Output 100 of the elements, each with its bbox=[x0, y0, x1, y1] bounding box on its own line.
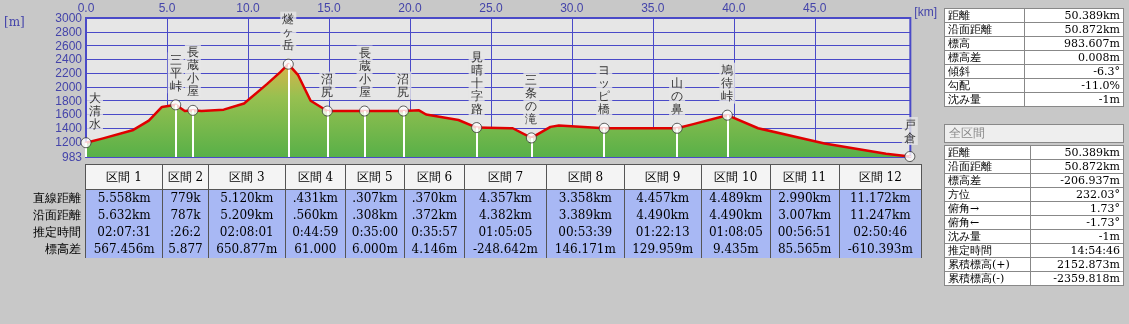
text: 全区間 bbox=[944, 124, 1124, 143]
text: 129.959m bbox=[632, 242, 694, 256]
x-tick-label: 15.0 bbox=[317, 1, 341, 15]
category-label: 累積標高(+) bbox=[948, 258, 1010, 271]
y-tick-label: 983 bbox=[61, 150, 83, 164]
category-label: 沈み量 bbox=[948, 93, 981, 106]
text: 00:56:51 bbox=[777, 225, 832, 239]
category-label: 区間 5 bbox=[345, 164, 405, 190]
category-label: 方位 bbox=[948, 188, 970, 201]
text: 2.990km bbox=[778, 191, 832, 206]
text: .370km bbox=[411, 191, 458, 206]
text: 3.007km bbox=[778, 208, 832, 222]
text: .308km bbox=[352, 208, 398, 222]
text: 4.490km bbox=[709, 208, 763, 222]
text: 4.490km bbox=[636, 208, 690, 222]
text: -248.642m bbox=[472, 242, 538, 256]
y-tick-label: 2200 bbox=[55, 66, 83, 81]
category-label: 俯角→ bbox=[948, 202, 980, 215]
x-tick-label: 40.0 bbox=[722, 1, 746, 15]
text: 3.389km bbox=[558, 208, 612, 222]
category-label: 推定時間 bbox=[948, 244, 992, 257]
annotation: 三条の滝 bbox=[525, 72, 538, 126]
text: 567.456m bbox=[93, 242, 155, 256]
text: -2359.818m bbox=[1053, 272, 1120, 285]
x-tick-label: 30.0 bbox=[560, 1, 584, 15]
text: 5.209km bbox=[220, 208, 274, 222]
text: 983.607m bbox=[1064, 37, 1120, 50]
text: -11.0% bbox=[1081, 79, 1120, 92]
text: 0:35:00 bbox=[351, 225, 399, 239]
text: 0:35:57 bbox=[411, 225, 458, 239]
text: -610.393m bbox=[847, 242, 913, 256]
text: 787k bbox=[170, 208, 201, 222]
text: :26:2 bbox=[170, 225, 202, 239]
category-label: 区間 11 bbox=[770, 164, 840, 190]
category-label: 区間 10 bbox=[701, 164, 771, 190]
x-tick-label: 35.0 bbox=[641, 1, 665, 15]
text: 5.558km bbox=[97, 191, 151, 206]
text: .560km bbox=[292, 208, 338, 222]
text: 02:07:31 bbox=[97, 225, 152, 239]
category-label: 推定時間 bbox=[33, 224, 81, 239]
text: .431km bbox=[292, 191, 338, 206]
category-label: 標高差 bbox=[45, 241, 81, 256]
text: 4.357km bbox=[478, 191, 532, 206]
y-tick-label: 1600 bbox=[55, 107, 83, 122]
category-label: 区間 6 bbox=[404, 164, 465, 190]
x-tick-label: 10.0 bbox=[236, 1, 260, 15]
text: .307km bbox=[352, 191, 398, 206]
annotation: 沼尻 bbox=[397, 72, 410, 100]
x-tick-label: 45.0 bbox=[803, 1, 827, 15]
text: 4.382km bbox=[478, 208, 532, 222]
text: 61.000 bbox=[294, 242, 337, 256]
text: 5.877 bbox=[168, 242, 203, 256]
text: 0:44:59 bbox=[292, 225, 339, 239]
x-tick-label: 20.0 bbox=[398, 1, 422, 15]
text: 1.73° bbox=[1090, 202, 1120, 215]
text: 9.435m bbox=[712, 242, 759, 256]
text: 11.247km bbox=[849, 208, 911, 222]
text: 00:53:39 bbox=[558, 225, 613, 239]
text: 232.03° bbox=[1076, 188, 1120, 201]
annotation: 長蔵小屋 bbox=[358, 46, 371, 100]
annotation: 三平峠 bbox=[169, 52, 182, 93]
category-label: 標高差 bbox=[948, 174, 981, 187]
text: 4.457km bbox=[636, 191, 690, 206]
category-label: 区間 12 bbox=[839, 164, 922, 190]
category-label: 沿面距離 bbox=[33, 207, 81, 222]
y-tick-label: 2800 bbox=[55, 24, 83, 39]
category-label: 沿面距離 bbox=[948, 160, 992, 173]
category-label: 累積標高(-) bbox=[948, 272, 1005, 285]
annotation: ヨッピ橋 bbox=[598, 63, 611, 117]
y-tick-label: 1800 bbox=[55, 93, 83, 108]
annotation: 戸倉 bbox=[903, 117, 916, 145]
x-tick-label: 5.0 bbox=[158, 1, 176, 15]
text: 02:08:01 bbox=[219, 225, 274, 239]
text: 779k bbox=[170, 191, 201, 206]
text: 2152.873m bbox=[1057, 258, 1120, 271]
category-label: 区間 9 bbox=[624, 164, 702, 190]
text: 3.358km bbox=[558, 191, 612, 206]
text: 14:54:46 bbox=[1070, 244, 1120, 257]
category-label: 傾斜 bbox=[948, 65, 970, 78]
text: 650.877m bbox=[216, 242, 278, 256]
category-label: 直線距離 bbox=[33, 190, 81, 205]
annotation: 沼尻 bbox=[321, 72, 334, 100]
y-tick-label: 1400 bbox=[55, 121, 83, 136]
text: 50.872km bbox=[1064, 160, 1120, 173]
text: 5.632km bbox=[97, 208, 151, 222]
text: 146.171m bbox=[554, 242, 616, 256]
annotation: 鳩待峠 bbox=[721, 63, 734, 104]
text: .372km bbox=[411, 208, 458, 222]
y-axis-title: [m] bbox=[4, 15, 25, 29]
text: 6.000m bbox=[352, 242, 398, 256]
text: 0.008m bbox=[1078, 51, 1120, 64]
annotation: 長蔵小屋 bbox=[186, 45, 199, 99]
category-label: 距離 bbox=[948, 146, 970, 159]
y-tick-label: 1200 bbox=[55, 135, 83, 150]
text: 11.172km bbox=[849, 191, 911, 206]
text: 50.389km bbox=[1064, 9, 1120, 22]
category-label: 沿面距離 bbox=[948, 23, 992, 36]
text: -206.937m bbox=[1060, 174, 1120, 187]
text: 01:08:05 bbox=[708, 225, 763, 239]
text: 01:05:05 bbox=[478, 225, 533, 239]
